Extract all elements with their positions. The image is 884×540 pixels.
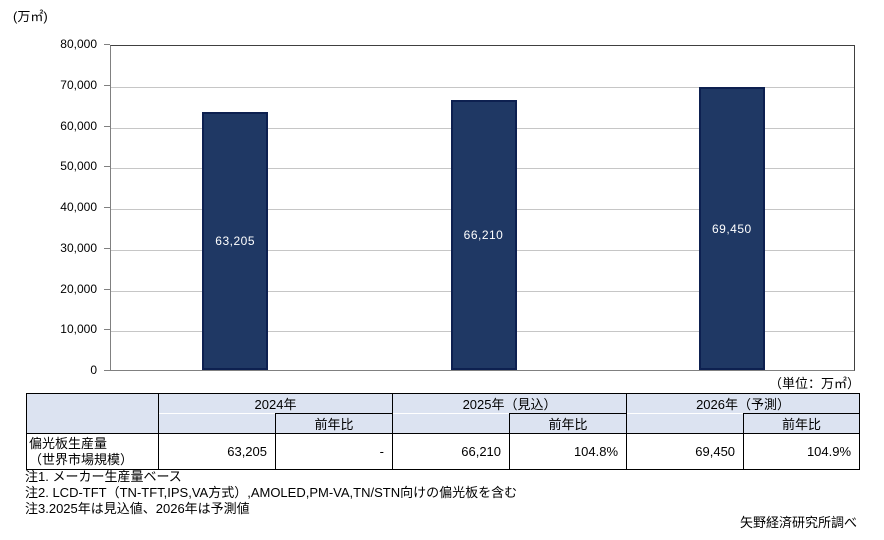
table-subheader-blank-2024 — [158, 413, 276, 434]
note-line-1: 注1. メーカー生産量ベース — [25, 469, 182, 484]
table-cell-yoy-2026: 104.9% — [743, 433, 861, 470]
table-subheader-yoy-2026: 前年比 — [743, 413, 861, 434]
y-axis-tick — [104, 329, 110, 331]
table-header-year-2026: 2026年（予測） — [626, 393, 861, 414]
bar-value-label: 69,450 — [711, 221, 752, 236]
row-label-line-2: （世界市場規模） — [29, 451, 134, 467]
y-axis-tick — [104, 247, 110, 249]
table-cell-yoy-2024: - — [274, 433, 394, 470]
y-axis-tick — [104, 84, 110, 86]
table-header-year-2025: 2025年（見込） — [392, 393, 628, 414]
bar-1: 66,210 — [450, 100, 517, 370]
y-axis-unit-label: (万㎡) — [13, 9, 48, 24]
table-row-label: 偏光板生産量 （世界市場規模） — [26, 433, 159, 470]
y-axis-tick — [104, 370, 110, 371]
y-axis-tick-label: 70,000 — [60, 77, 97, 92]
y-axis-tick — [104, 207, 110, 208]
y-axis-tick-label: 50,000 — [60, 159, 97, 174]
y-axis-tick — [104, 44, 110, 45]
table-subheader-blank-2025 — [392, 413, 511, 434]
bar-value-label: 63,205 — [215, 234, 255, 249]
table-corner-cell — [26, 393, 159, 434]
table-cell-yoy-2025: 104.8% — [509, 433, 628, 470]
y-axis-tick-label: 60,000 — [60, 118, 97, 133]
y-axis-tick — [104, 166, 110, 168]
table-subheader-blank-2026 — [626, 413, 745, 434]
bar-0: 63,205 — [202, 112, 269, 370]
table-unit-label: （単位：万㎡） — [768, 376, 860, 391]
plot-area: 63,205 66,210 69,450 — [110, 45, 855, 371]
table-subheader-yoy-2025: 前年比 — [509, 413, 628, 434]
table-cell-value-2026: 69,450 — [626, 433, 745, 470]
y-axis-tick-label: 0 — [90, 363, 97, 377]
source-credit: 矢野経済研究所調べ — [739, 515, 857, 530]
note-line-3: 注3.2025年は見込値、2026年は予測値 — [25, 501, 250, 516]
row-label-line-1: 偏光板生産量 — [29, 435, 108, 451]
y-axis-tick-label: 30,000 — [60, 240, 97, 255]
gridline — [111, 86, 854, 88]
table-cell-value-2024: 63,205 — [158, 433, 276, 470]
y-axis-tick-label: 40,000 — [60, 200, 97, 214]
table-cell-value-2025: 66,210 — [392, 433, 511, 470]
note-line-2: 注2. LCD-TFT（TN-TFT,IPS,VA方式）,AMOLED,PM-V… — [25, 485, 518, 500]
y-axis-tick-label: 80,000 — [60, 37, 97, 51]
table-header-year-2024: 2024年 — [157, 393, 394, 414]
bar-2: 69,450 — [698, 87, 765, 370]
y-axis-tick-label: 20,000 — [60, 281, 97, 296]
y-axis-tick — [104, 288, 110, 290]
y-axis-tick-label: 10,000 — [60, 322, 97, 337]
y-axis-tick — [104, 125, 110, 127]
table-subheader-yoy-2024: 前年比 — [274, 413, 394, 434]
data-table: 2024年 2025年（見込） 2026年（予測） 前年比 前年比 前年比 偏光… — [26, 393, 861, 470]
footnotes: 注1. メーカー生産量ベース 注2. LCD-TFT（TN-TFT,IPS,VA… — [25, 469, 517, 517]
bar-value-label: 66,210 — [463, 228, 504, 243]
